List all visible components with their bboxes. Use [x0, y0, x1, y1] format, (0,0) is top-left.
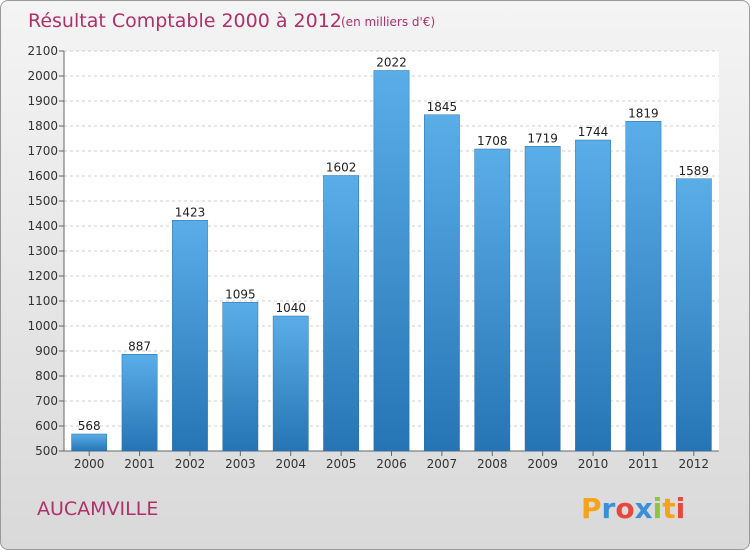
bar-value-label: 568	[78, 419, 101, 433]
y-tick-label: 1400	[27, 219, 58, 233]
x-tick-label: 2005	[326, 457, 357, 471]
x-tick-label: 2010	[578, 457, 609, 471]
plot-area: 500 600 700 800 900 1000 1100 1200 1300 1400 1500 1…	[27, 44, 719, 471]
bar	[424, 114, 460, 452]
bar	[524, 146, 561, 452]
y-tick-label: 1900	[27, 94, 58, 108]
y-tick-label: 2100	[27, 44, 58, 58]
y-tick-label: 2000	[27, 69, 58, 83]
proxiti-logo: Proxiti	[581, 492, 685, 525]
x-tick-label: 2003	[225, 457, 256, 471]
chart-title: Résultat Comptable 2000 à 2012	[28, 10, 342, 32]
x-tick-label: 2007	[427, 457, 458, 471]
bar-value-label: 1845	[427, 100, 458, 114]
y-tick-label: 700	[35, 394, 58, 408]
bar-value-label: 1708	[477, 134, 508, 148]
bar-value-label: 1602	[326, 161, 357, 175]
bar-value-label: 2022	[376, 56, 407, 70]
bar-value-label: 1719	[527, 131, 558, 145]
logo-letter: i	[676, 492, 686, 525]
logo-letter: o	[615, 492, 634, 525]
bar	[373, 70, 410, 452]
bar-value-label: 1589	[679, 164, 710, 178]
x-tick-label: 2000	[74, 457, 105, 471]
bar	[575, 139, 611, 452]
logo-letter: t	[662, 492, 675, 525]
x-tick-label: 2011	[628, 457, 659, 471]
bar	[474, 148, 511, 452]
bar	[71, 433, 108, 452]
logo-letter: i	[653, 492, 663, 525]
bar	[625, 121, 662, 452]
y-tick-label: 1100	[27, 294, 58, 308]
y-tick-label: 1300	[27, 244, 58, 258]
logo-letter: P	[581, 492, 602, 525]
bar	[323, 175, 360, 452]
x-tick-label: 2012	[679, 457, 710, 471]
logo-letter: x	[635, 492, 653, 525]
x-tick-label: 2002	[175, 457, 206, 471]
x-tick-label: 2001	[124, 457, 155, 471]
y-tick-label: 600	[35, 419, 58, 433]
y-tick-label: 1700	[27, 144, 58, 158]
y-tick-label: 1000	[27, 319, 58, 333]
bar-value-label: 1819	[628, 106, 659, 120]
x-tick-label: 2009	[527, 457, 558, 471]
bar-value-label: 1423	[175, 205, 206, 219]
bar	[172, 220, 208, 452]
y-tick-label: 1800	[27, 119, 58, 133]
bar-value-label: 887	[128, 339, 151, 353]
bar	[222, 302, 259, 452]
bar	[272, 315, 309, 452]
y-tick-label: 1600	[27, 169, 58, 183]
y-tick-label: 1500	[27, 194, 58, 208]
location-label: AUCAMVILLE	[37, 498, 158, 520]
x-tick-label: 2008	[477, 457, 508, 471]
y-tick-label: 500	[35, 444, 58, 458]
bar	[121, 354, 158, 452]
logo-letter: r	[602, 492, 616, 525]
bar	[675, 178, 712, 452]
y-tick-label: 1200	[27, 269, 58, 283]
y-tick-label: 900	[35, 344, 58, 358]
x-tick-label: 2004	[275, 457, 306, 471]
x-tick-label: 2006	[376, 457, 407, 471]
bar-value-label: 1095	[225, 287, 256, 301]
y-tick-label: 800	[35, 369, 58, 383]
chart-subtitle: (en milliers d'€)	[341, 15, 435, 29]
bar-value-label: 1040	[275, 301, 306, 315]
bar-value-label: 1744	[578, 125, 609, 139]
